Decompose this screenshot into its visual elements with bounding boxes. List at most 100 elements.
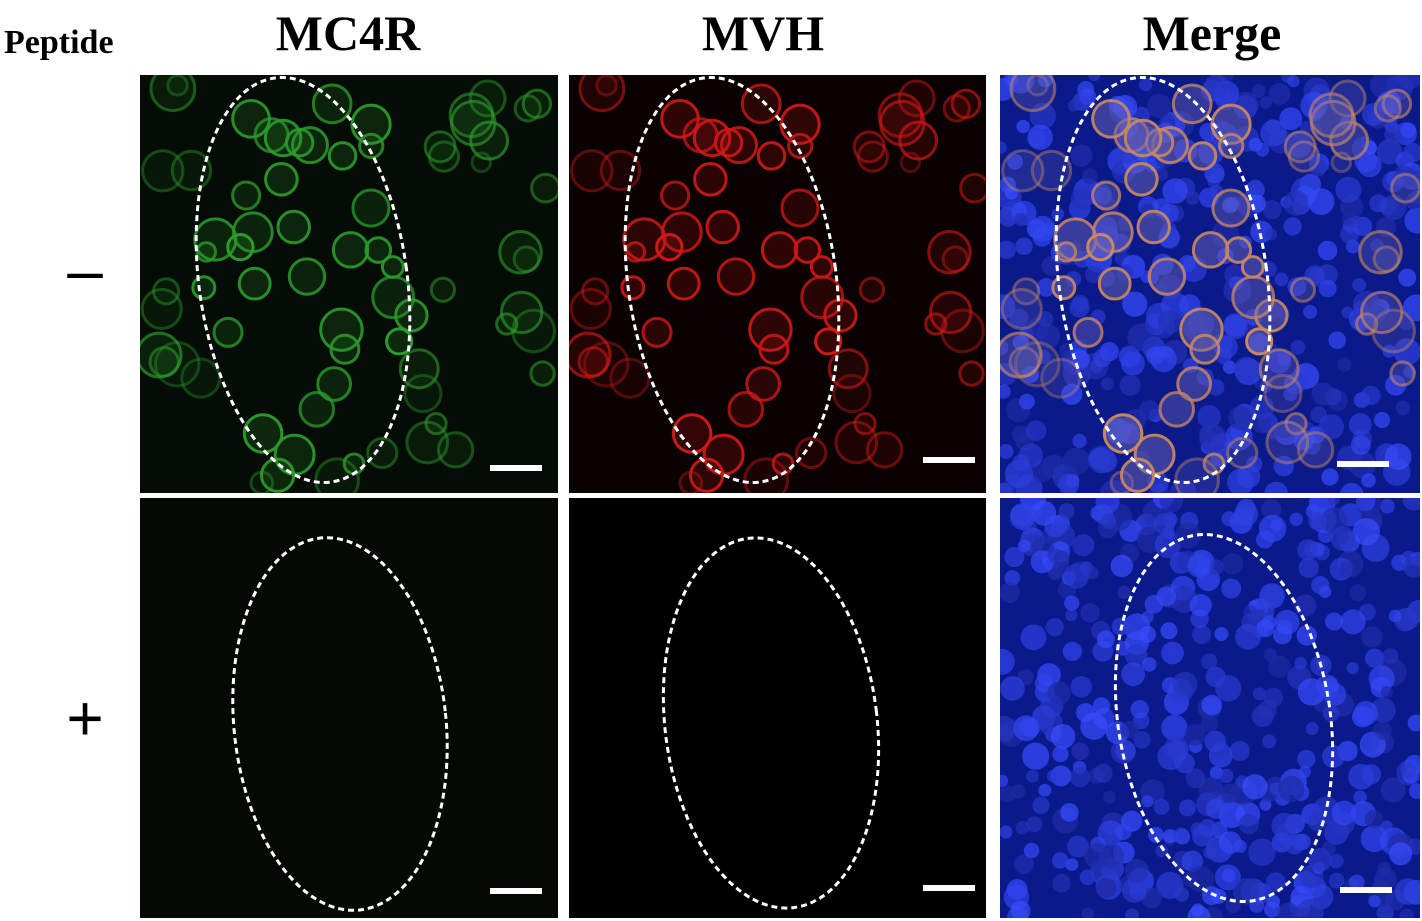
nucleus (1139, 625, 1156, 643)
oocyte-cell (499, 290, 544, 335)
nucleus (1262, 200, 1282, 220)
nucleus (1346, 662, 1359, 675)
nucleus (1261, 499, 1282, 520)
nucleus (1051, 207, 1064, 221)
nucleus (1403, 556, 1420, 578)
nucleus (1072, 294, 1089, 312)
nucleus (1052, 874, 1071, 893)
oocyte-cell (1000, 287, 1043, 331)
oocyte-cell (760, 231, 799, 269)
nucleus (1204, 730, 1226, 753)
nucleus (1159, 498, 1184, 513)
nucleus (1100, 377, 1114, 391)
oocyte-cell (1359, 290, 1404, 335)
follicle-outline (194, 75, 412, 485)
oocyte-cell (814, 327, 843, 356)
nucleus (1099, 479, 1127, 493)
nucleus (1305, 722, 1319, 736)
nucleus (1072, 534, 1095, 557)
nucleus (1027, 124, 1053, 150)
nucleus (1360, 732, 1380, 752)
nucleus (1010, 900, 1031, 918)
nucleus (1249, 395, 1274, 420)
nucleus (1051, 852, 1069, 869)
nucleus (1155, 844, 1169, 858)
nucleus (1297, 749, 1316, 769)
nucleus (1016, 119, 1030, 134)
nucleus (1321, 468, 1339, 486)
nucleus (1233, 839, 1247, 853)
nucleus (1204, 75, 1228, 97)
nucleus (1162, 829, 1178, 844)
nucleus (1203, 846, 1217, 859)
oocyte-cell (780, 188, 820, 228)
oocyte-cell (403, 373, 443, 414)
nucleus (1232, 878, 1260, 905)
nucleus (1200, 715, 1219, 733)
oocyte-cell (793, 236, 822, 264)
nucleus (1101, 514, 1117, 529)
nucleus (1394, 878, 1420, 905)
nucleus (1000, 482, 1015, 493)
nucleus (1099, 843, 1124, 869)
nucleus (1067, 99, 1081, 112)
oocyte-cell (1308, 92, 1355, 139)
oocyte-cell (1009, 75, 1057, 113)
nucleus (1221, 553, 1244, 575)
nucleus (1380, 685, 1393, 699)
oocyte-cell (1091, 180, 1122, 211)
nucleus (1268, 83, 1291, 105)
nucleus (1070, 144, 1093, 167)
nucleus (1264, 481, 1288, 493)
nucleus (1000, 294, 1016, 320)
nucleus (1256, 619, 1275, 638)
oocyte-cell (423, 130, 457, 164)
mc4r-micrograph (140, 498, 558, 918)
nucleus (1115, 823, 1132, 841)
oocyte-cell (371, 275, 416, 320)
nucleus (1308, 848, 1332, 872)
oocyte-cell (1171, 83, 1213, 125)
oocyte-cell (263, 118, 303, 158)
nucleus (1062, 641, 1083, 662)
oocyte-cell (1390, 172, 1420, 204)
nucleus (1233, 502, 1259, 527)
nucleus (1031, 500, 1057, 526)
nucleus (1047, 548, 1062, 563)
nucleus (1093, 348, 1112, 368)
oocyte-cell (513, 94, 542, 123)
nucleus (1376, 138, 1403, 165)
nucleus (1407, 714, 1420, 732)
nucleus (1080, 712, 1108, 740)
nucleus (1364, 809, 1384, 829)
panel-merge-plus (1000, 498, 1420, 918)
nucleus (1406, 498, 1420, 507)
nucleus (1187, 554, 1211, 578)
nucleus (1146, 93, 1172, 118)
row-label-plus: + (66, 682, 104, 754)
oocyte-cell (1086, 232, 1115, 262)
oocyte-cell (823, 298, 858, 333)
nucleus (1160, 622, 1178, 640)
nucleus (1298, 557, 1319, 578)
nucleus (1357, 153, 1382, 178)
oocyte-cell (1328, 79, 1367, 118)
nucleus (1000, 774, 1009, 788)
nucleus (1235, 623, 1261, 650)
nucleus (1294, 594, 1317, 617)
nucleus (1317, 240, 1338, 261)
nucleus (1014, 854, 1034, 874)
oocyte-cell (149, 75, 197, 113)
nucleus (1225, 897, 1241, 914)
oocyte-cell (424, 412, 448, 436)
nucleus (1150, 346, 1177, 373)
nucleus (1179, 799, 1196, 817)
nucleus (1097, 820, 1124, 847)
nucleus (1228, 406, 1253, 431)
nucleus (1087, 445, 1116, 474)
mvh-micrograph (569, 75, 986, 493)
nucleus (1081, 907, 1095, 918)
nucleus (1122, 291, 1148, 317)
nucleus (1005, 187, 1018, 200)
oocyte-cell (1187, 141, 1218, 171)
